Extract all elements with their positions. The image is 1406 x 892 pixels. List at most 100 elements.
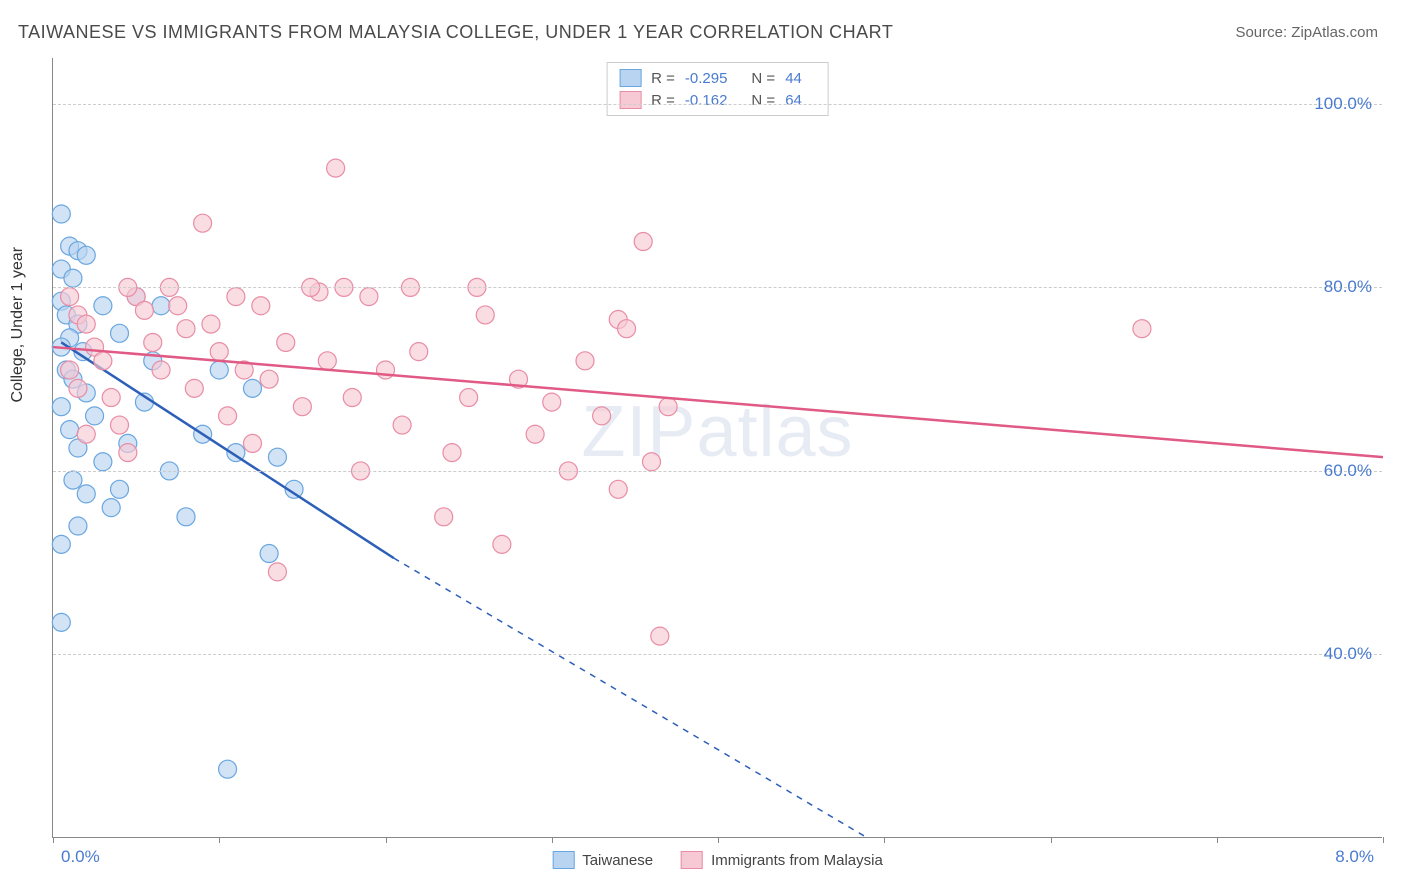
stats-box: R = -0.295 N = 44 R = -0.162 N = 64 bbox=[606, 62, 829, 116]
y-axis-label: College, Under 1 year bbox=[9, 246, 27, 402]
swatch-malaysia bbox=[619, 91, 641, 109]
data-point bbox=[94, 453, 112, 471]
data-point bbox=[52, 535, 70, 553]
x-tick bbox=[53, 837, 54, 843]
legend-label-1: Immigrants from Malaysia bbox=[711, 852, 883, 869]
data-point bbox=[393, 416, 411, 434]
r-val-0: -0.295 bbox=[685, 70, 728, 87]
data-point bbox=[252, 297, 270, 315]
n-label: N = bbox=[751, 70, 775, 87]
x-tick bbox=[1217, 837, 1218, 843]
data-point bbox=[177, 320, 195, 338]
legend-swatch-1 bbox=[681, 851, 703, 869]
source-attribution: Source: ZipAtlas.com bbox=[1235, 24, 1378, 41]
data-point bbox=[244, 434, 262, 452]
x-tick bbox=[1383, 837, 1384, 843]
data-point bbox=[135, 301, 153, 319]
legend: Taiwanese Immigrants from Malaysia bbox=[552, 851, 883, 869]
x-tick bbox=[552, 837, 553, 843]
data-point bbox=[476, 306, 494, 324]
data-point bbox=[277, 333, 295, 351]
data-point bbox=[435, 508, 453, 526]
data-point bbox=[69, 517, 87, 535]
data-point bbox=[52, 613, 70, 631]
n-label: N = bbox=[751, 92, 775, 109]
data-point bbox=[493, 535, 511, 553]
data-point bbox=[111, 416, 129, 434]
x-min-label: 0.0% bbox=[61, 847, 100, 867]
data-point bbox=[634, 233, 652, 251]
data-point bbox=[293, 398, 311, 416]
data-point bbox=[94, 297, 112, 315]
data-point bbox=[77, 425, 95, 443]
data-point bbox=[144, 333, 162, 351]
trend-line-extrapolated bbox=[394, 558, 868, 838]
trend-line bbox=[61, 342, 394, 558]
x-tick bbox=[386, 837, 387, 843]
data-point bbox=[543, 393, 561, 411]
stats-row-0: R = -0.295 N = 44 bbox=[619, 67, 816, 89]
x-tick bbox=[219, 837, 220, 843]
r-label: R = bbox=[651, 70, 675, 87]
data-point bbox=[576, 352, 594, 370]
data-point bbox=[659, 398, 677, 416]
legend-label-0: Taiwanese bbox=[582, 852, 653, 869]
data-point bbox=[210, 361, 228, 379]
data-point bbox=[343, 389, 361, 407]
n-val-1: 64 bbox=[785, 92, 802, 109]
chart-svg bbox=[53, 58, 1382, 837]
data-point bbox=[77, 246, 95, 264]
data-point bbox=[86, 407, 104, 425]
swatch-taiwanese bbox=[619, 69, 641, 87]
data-point bbox=[1133, 320, 1151, 338]
data-point bbox=[227, 288, 245, 306]
legend-item-0: Taiwanese bbox=[552, 851, 653, 869]
stats-row-1: R = -0.162 N = 64 bbox=[619, 89, 816, 111]
data-point bbox=[194, 214, 212, 232]
data-point bbox=[643, 453, 661, 471]
data-point bbox=[327, 159, 345, 177]
legend-item-1: Immigrants from Malaysia bbox=[681, 851, 883, 869]
plot-area: College, Under 1 year ZIPatlas R = -0.29… bbox=[52, 58, 1382, 838]
data-point bbox=[177, 508, 195, 526]
gridline bbox=[53, 287, 1382, 288]
data-point bbox=[360, 288, 378, 306]
gridline bbox=[53, 471, 1382, 472]
data-point bbox=[185, 379, 203, 397]
data-point bbox=[152, 361, 170, 379]
data-point bbox=[219, 760, 237, 778]
data-point bbox=[651, 627, 669, 645]
data-point bbox=[111, 324, 129, 342]
gridline bbox=[53, 654, 1382, 655]
data-point bbox=[169, 297, 187, 315]
data-point bbox=[119, 444, 137, 462]
data-point bbox=[443, 444, 461, 462]
data-point bbox=[618, 320, 636, 338]
data-point bbox=[410, 343, 428, 361]
data-point bbox=[268, 448, 286, 466]
data-point bbox=[318, 352, 336, 370]
data-point bbox=[210, 343, 228, 361]
x-max-label: 8.0% bbox=[1335, 847, 1374, 867]
data-point bbox=[102, 499, 120, 517]
data-point bbox=[202, 315, 220, 333]
data-point bbox=[64, 269, 82, 287]
data-point bbox=[52, 398, 70, 416]
data-point bbox=[260, 370, 278, 388]
x-tick bbox=[718, 837, 719, 843]
legend-swatch-0 bbox=[552, 851, 574, 869]
n-val-0: 44 bbox=[785, 70, 802, 87]
data-point bbox=[244, 379, 262, 397]
data-point bbox=[593, 407, 611, 425]
data-point bbox=[77, 485, 95, 503]
x-tick bbox=[1051, 837, 1052, 843]
data-point bbox=[152, 297, 170, 315]
x-tick bbox=[884, 837, 885, 843]
y-tick-label: 100.0% bbox=[1314, 94, 1372, 114]
data-point bbox=[526, 425, 544, 443]
data-point bbox=[77, 315, 95, 333]
data-point bbox=[64, 471, 82, 489]
data-point bbox=[111, 480, 129, 498]
data-point bbox=[102, 389, 120, 407]
gridline bbox=[53, 104, 1382, 105]
